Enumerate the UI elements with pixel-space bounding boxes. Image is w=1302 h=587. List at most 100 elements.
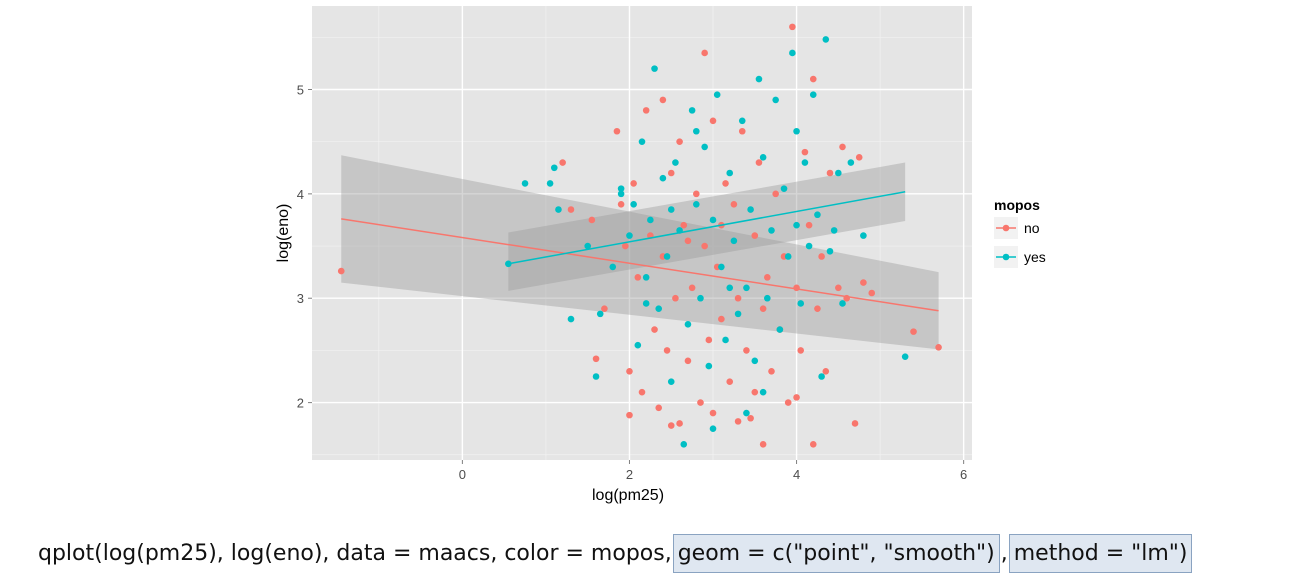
data-point-no (860, 279, 867, 286)
data-point-no (793, 284, 800, 292)
data-point-no (855, 154, 863, 161)
data-point-yes (780, 185, 788, 192)
data-point-yes (826, 247, 834, 255)
data-point-yes (617, 185, 625, 192)
data-point-yes (722, 336, 729, 344)
data-point-no (759, 305, 767, 312)
data-point-no (805, 221, 813, 229)
data-point-no (718, 315, 725, 323)
data-point-no (642, 107, 650, 114)
code-caption: qplot(log(pm25), log(eno), data = maacs,… (38, 530, 1193, 576)
data-point-yes (797, 300, 805, 307)
legend-point-no (1002, 224, 1010, 232)
data-point-yes (609, 263, 617, 271)
data-point-yes (801, 159, 809, 166)
data-point-yes (847, 159, 855, 166)
data-point-yes (592, 373, 600, 380)
data-point-no (755, 159, 763, 166)
data-point-yes (701, 143, 708, 151)
data-point-no (822, 367, 830, 375)
data-point-no (809, 75, 817, 83)
method-argument-box: method = "lm") (1008, 533, 1193, 573)
data-point-yes (818, 373, 825, 380)
x-tick-label: 2 (626, 467, 633, 482)
data-point-yes (626, 232, 633, 239)
data-point-no (621, 242, 629, 250)
data-point-no (659, 96, 667, 104)
data-point-no (684, 237, 692, 245)
data-point-no (722, 180, 729, 187)
data-point-yes (809, 91, 817, 99)
data-point-no (835, 284, 842, 292)
data-point-yes (642, 274, 650, 281)
data-point-no (613, 127, 621, 135)
data-point-yes (751, 357, 759, 365)
y-axis-ticks: 2 3 4 5 (297, 82, 312, 411)
data-point-no (797, 347, 805, 354)
data-point-no (751, 388, 759, 396)
data-point-yes (793, 127, 800, 135)
data-point-yes (555, 206, 562, 213)
data-point-no (751, 232, 759, 239)
data-point-yes (718, 263, 725, 271)
data-point-yes (730, 237, 738, 245)
data-point-yes (705, 362, 713, 370)
data-point-yes (655, 305, 663, 312)
data-point-no (663, 347, 671, 354)
data-point-yes (630, 200, 637, 208)
fit-line-yes (508, 191, 906, 265)
data-point-yes (713, 91, 721, 99)
data-point-no (814, 305, 821, 312)
data-point-yes (659, 174, 667, 182)
caption-prefix: qplot(log(pm25), log(eno), data = maacs,… (38, 540, 672, 566)
data-point-yes (901, 353, 909, 360)
data-point-no (626, 411, 633, 419)
data-point-yes (860, 232, 867, 239)
data-point-no (617, 200, 625, 208)
data-point-yes (814, 211, 821, 219)
confidence-bands (341, 155, 939, 350)
data-point-no (688, 284, 696, 292)
data-point-no (601, 305, 608, 312)
fit-line-no (341, 218, 939, 312)
data-point-yes (596, 310, 604, 318)
data-point-yes (747, 206, 754, 213)
y-axis-title: log(eno) (275, 204, 292, 263)
x-tick-label: 4 (793, 467, 800, 482)
data-point-no (697, 399, 704, 406)
data-point-no (734, 294, 742, 302)
data-point-yes (743, 284, 750, 292)
data-point-yes (738, 117, 746, 125)
data-point-yes (835, 169, 842, 177)
data-point-no (567, 206, 575, 213)
data-point-no (592, 355, 600, 363)
data-point-no (693, 190, 700, 198)
data-point-yes (743, 409, 750, 417)
data-point-no (559, 159, 566, 166)
confidence-band-no (341, 155, 939, 350)
data-point-yes (839, 300, 846, 307)
data-point-no (726, 378, 734, 386)
data-point-no (588, 216, 596, 224)
data-point-no (630, 180, 637, 187)
data-point-no (759, 441, 767, 448)
data-point-yes (680, 441, 688, 448)
data-point-yes (768, 227, 775, 234)
data-point-no (667, 422, 675, 429)
data-point-yes (759, 388, 767, 396)
data-point-no (747, 414, 754, 422)
data-point-no (337, 267, 345, 275)
data-point-no (839, 143, 846, 151)
data-point-no (676, 420, 683, 427)
scatter-chart: 0 2 4 6 2 3 4 5 log(pm25) log(eno) mopos no ye… (275, 6, 1046, 504)
data-point-yes (684, 321, 692, 328)
data-point-no (676, 138, 683, 145)
data-point-yes (822, 36, 830, 43)
data-point-yes (709, 216, 717, 224)
geom-argument-box: geom = c("point", "smooth") (672, 533, 1000, 573)
confidence-band-yes (508, 162, 906, 291)
data-point-no (701, 242, 708, 250)
legend-label-yes: yes (1024, 249, 1046, 265)
data-point-no (851, 420, 859, 427)
data-point-no (734, 418, 742, 425)
